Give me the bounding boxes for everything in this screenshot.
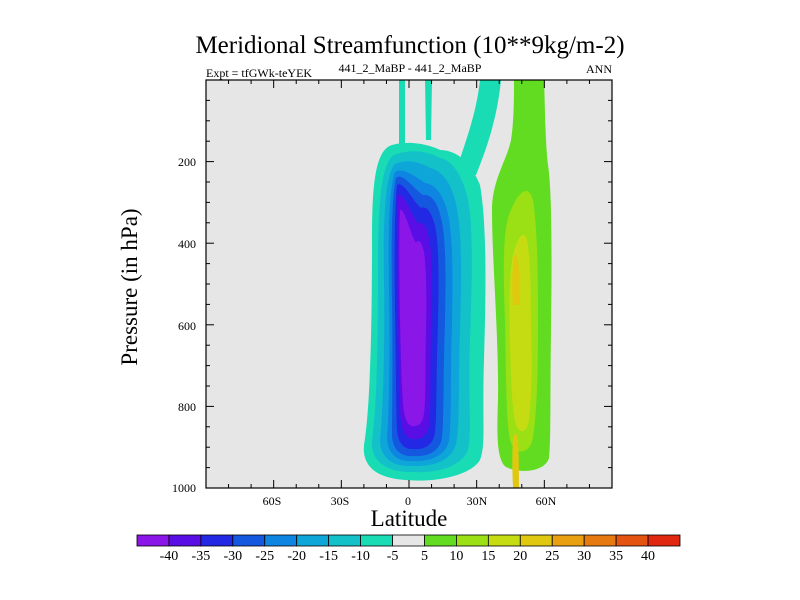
x-axis-ticks [205, 80, 613, 488]
colorbar-swatch-15 [615, 534, 649, 547]
contour-level--5-plume-c [455, 80, 501, 175]
y-tick-label-1000: 1000 [172, 481, 196, 495]
colorbar-label-2: -30 [223, 549, 242, 564]
colorbar-swatch-7 [360, 534, 393, 547]
x-tick-label-60S: 60S [263, 494, 282, 508]
colorbar-swatch-14 [583, 534, 617, 547]
contour-level-20 [512, 254, 520, 488]
colorbar-swatch-8 [392, 534, 425, 547]
colorbar [136, 534, 681, 547]
colorbar-swatch-16 [647, 534, 681, 547]
colorbar-swatch-9 [424, 534, 457, 547]
colorbar-swatch-12 [519, 534, 553, 547]
colorbar-label-14: 35 [609, 549, 623, 564]
colorbar-swatch-4 [264, 534, 298, 547]
x-tick-label-0: 0 [405, 494, 411, 508]
colorbar-swatch-6 [328, 534, 361, 547]
x-tick-label-60N: 60N [536, 494, 557, 508]
y-tick-label-800: 800 [178, 400, 196, 414]
contour-level--40 [399, 209, 427, 427]
colorbar-label-1: -35 [192, 549, 211, 564]
colorbar-label-5: -15 [319, 549, 338, 564]
colorbar-label-7: -5 [387, 549, 399, 564]
season-label: ANN [586, 62, 612, 76]
colorbar-label-15: 40 [641, 549, 655, 564]
colorbar-swatch-2 [200, 534, 234, 547]
colorbar-swatch-1 [168, 534, 202, 547]
colorbar-swatch-5 [296, 534, 330, 547]
y-axis-ticks [206, 99, 612, 489]
colorbar-label-10: 15 [481, 549, 495, 564]
colorbar-label-11: 20 [513, 549, 527, 564]
colorbar-label-13: 30 [577, 549, 591, 564]
colorbar-label-3: -25 [255, 549, 274, 564]
colorbar-swatch-3 [232, 534, 266, 547]
y-tick-label-200: 200 [178, 155, 196, 169]
colorbar-label-8: 5 [421, 549, 428, 564]
colorbar-swatch-0 [136, 534, 170, 547]
contour-level-15 [509, 234, 532, 432]
x-axis-title: Latitude [371, 506, 448, 531]
x-tick-label-30S: 30S [331, 494, 350, 508]
x-tick-label-30N: 30N [467, 494, 488, 508]
colorbar-label-4: -20 [287, 549, 306, 564]
contour-level--5-plume-b [425, 80, 432, 140]
x-axis-tick-labels: 60S 30S 0 30N 60N [263, 494, 557, 508]
colorbar-label-0: -40 [160, 549, 179, 564]
colorbar-swatch-13 [551, 534, 585, 547]
colorbar-swatch-10 [456, 534, 489, 547]
y-tick-label-400: 400 [178, 237, 196, 251]
y-axis-tick-labels: 200 400 600 800 1000 [172, 155, 196, 495]
contour-level--5-plume-a [399, 80, 405, 150]
chart-title: Meridional Streamfunction (10**9kg/m-2) [195, 32, 624, 59]
colorbar-labels: -40 -35 -30 -25 -20 -15 -10 -5 5 10 15 20 25 30 35 40 [160, 549, 655, 564]
colorbar-label-6: -10 [351, 549, 370, 564]
contour-fills [363, 80, 552, 488]
colorbar-label-12: 25 [545, 549, 559, 564]
y-tick-label-600: 600 [178, 319, 196, 333]
case-label: 441_2_MaBP - 441_2_MaBP [339, 61, 482, 75]
y-axis-title: Pressure (in hPa) [117, 208, 142, 365]
experiment-label: Expt = tfGWk-teYEK [206, 66, 312, 80]
colorbar-label-9: 10 [449, 549, 463, 564]
colorbar-swatch-11 [487, 534, 521, 547]
